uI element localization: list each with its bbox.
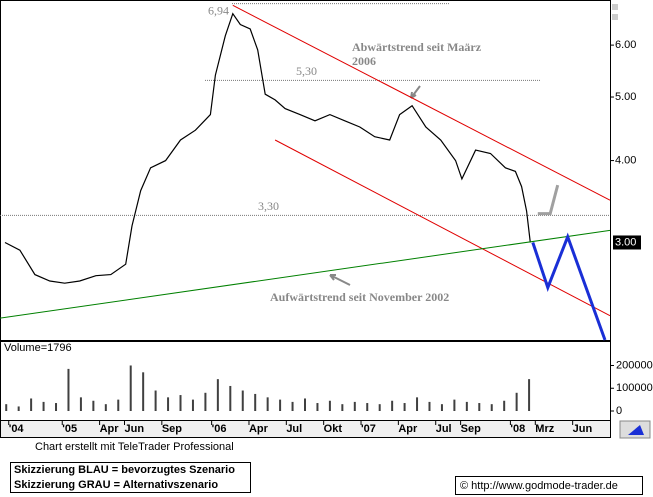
y-tick-label: 6.00 — [615, 39, 636, 51]
tool-icon-shape — [628, 425, 644, 435]
x-tick-label: Jun — [573, 423, 593, 435]
price-line — [4, 12, 531, 284]
volume-title: Volume=1796 — [4, 342, 72, 354]
volume-bar — [453, 399, 456, 411]
volume-bar — [104, 404, 107, 411]
volume-bar — [142, 372, 145, 411]
x-tick-label: '08 — [510, 423, 525, 435]
copyright: © http://www.godmode-trader.de — [460, 480, 618, 492]
volume-bar — [515, 392, 518, 411]
credit: Chart erstellt mit TeleTrader Profession… — [35, 441, 234, 453]
price-frame — [0, 0, 611, 341]
y-tick-label: 5.00 — [615, 91, 636, 103]
legend-line: Skizzierung GRAU = Alternativszenario — [14, 479, 218, 491]
annotation: Aufwärtstrend seit November 2002 — [270, 290, 449, 304]
trend-line — [232, 4, 611, 201]
volume-bar — [129, 365, 132, 411]
time-axis-strip — [0, 420, 611, 438]
last-price-box — [613, 235, 641, 250]
x-tick-label: Apr — [249, 423, 269, 435]
volume-bar — [191, 399, 194, 411]
volume-bar — [490, 404, 493, 411]
x-tick-label: Jun — [124, 423, 144, 435]
x-tick-label: Sep — [162, 423, 182, 435]
volume-bar — [304, 398, 306, 411]
trend-line — [274, 139, 611, 317]
trend-line — [537, 184, 560, 216]
volume-bar — [428, 401, 431, 411]
volume-bar — [167, 397, 170, 411]
y-tick-label: 100000 — [616, 382, 653, 394]
volume-bar — [503, 400, 506, 411]
x-tick-label: Mrz — [535, 423, 554, 435]
x-tick-label: Apr — [100, 423, 120, 435]
volume-bar — [216, 379, 219, 411]
volume-bar — [67, 368, 70, 411]
arrow — [329, 274, 351, 286]
volume-bar — [254, 393, 257, 411]
y-tick-label: 200000 — [616, 359, 653, 371]
x-tick-label: Jul — [436, 423, 452, 435]
x-tick-label: '05 — [62, 423, 77, 435]
level-label: 3,30 — [258, 199, 279, 213]
volume-bar — [478, 403, 481, 411]
legend-box — [10, 462, 251, 493]
volume-bar — [403, 403, 406, 411]
panel-icon[interactable] — [612, 4, 618, 10]
volume-bar — [229, 385, 232, 411]
x-tick-label: '07 — [361, 423, 376, 435]
volume-bar — [5, 404, 8, 411]
volume-bar — [316, 403, 319, 411]
volume-bar — [328, 400, 331, 411]
volume-bar — [353, 401, 356, 411]
x-tick-label: '06 — [212, 423, 227, 435]
level-label: 5,30 — [296, 64, 317, 78]
volume-bar — [378, 404, 381, 411]
volume-bar — [42, 401, 45, 411]
volume-bar — [279, 399, 282, 411]
volume-bar — [465, 401, 468, 411]
legend-line: Skizzierung BLAU = bevorzugtes Szenario — [14, 464, 235, 476]
x-tick-label: Apr — [398, 423, 418, 435]
volume-bar — [528, 379, 531, 411]
last-price-label: 3.00 — [615, 236, 636, 248]
volume-bar — [341, 404, 344, 411]
panel-icon[interactable] — [612, 14, 618, 20]
level-label: 6,94 — [208, 3, 229, 17]
copyright-box — [455, 476, 643, 495]
volume-bar — [117, 399, 120, 411]
volume-bar — [266, 397, 269, 411]
volume-bar — [179, 395, 182, 411]
x-tick-label: Okt — [324, 423, 343, 435]
volume-bar — [291, 401, 294, 411]
volume-bar — [440, 404, 443, 411]
volume-bar — [17, 406, 20, 411]
volume-bar — [366, 403, 369, 411]
volume-bar — [30, 398, 33, 411]
volume-bar — [92, 400, 95, 411]
volume-bar — [391, 400, 394, 411]
volume-bar — [241, 390, 244, 411]
volume-bar — [204, 392, 207, 411]
x-tick-label: '04 — [9, 423, 25, 435]
volume-bar — [416, 397, 419, 411]
annotation: Abwärtstrend seit Maärz — [352, 40, 482, 54]
volume-bar — [55, 403, 58, 411]
volume-bar — [79, 397, 82, 411]
y-tick-label: 0 — [616, 405, 622, 417]
y-tick-label: 4.00 — [615, 154, 636, 166]
trend-line — [531, 232, 607, 341]
x-tick-label: Sep — [461, 423, 481, 435]
volume-bar — [154, 390, 157, 411]
annotation: 2006 — [352, 54, 376, 68]
x-tick-label: Jul — [286, 423, 302, 435]
trend-line — [0, 229, 611, 319]
